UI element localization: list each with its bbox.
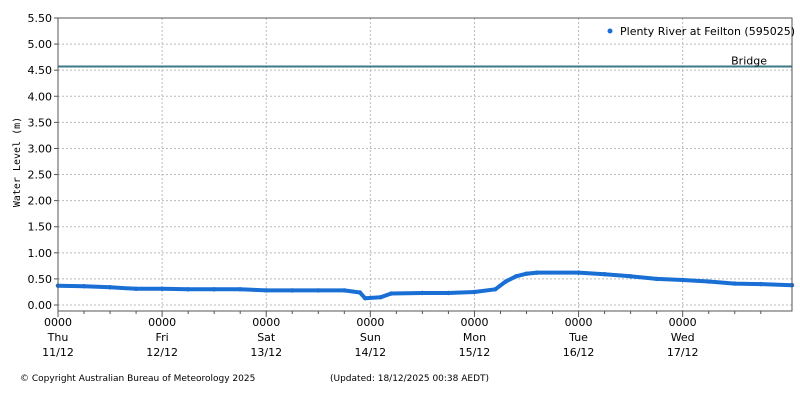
- x-axis: 0000 Thu 11/12 0000 Fri 12/12 0000 Sat 13/12 0000…: [42, 311, 762, 359]
- y-tick-label: 5.00: [28, 38, 53, 51]
- x-tick-day: Thu: [47, 331, 69, 344]
- x-tick-time: 0000: [44, 316, 72, 329]
- data-point: [446, 290, 451, 296]
- data-point: [362, 296, 368, 301]
- x-tick-day: Wed: [671, 331, 695, 344]
- y-tick-label: 4.50: [28, 64, 53, 77]
- x-tick-time: 0000: [565, 316, 593, 329]
- y-tick-label: 1.00: [28, 247, 53, 260]
- series-line: [56, 270, 794, 301]
- data-point: [185, 287, 191, 292]
- y-tick-label: 1.50: [28, 221, 53, 234]
- x-tick-day: Tue: [568, 331, 588, 344]
- x-tick-date: 14/12: [354, 346, 386, 359]
- data-point: [576, 270, 581, 275]
- data-point: [420, 290, 425, 296]
- data-point: [290, 288, 295, 293]
- y-tick-label: 5.50: [28, 12, 53, 25]
- x-tick-time: 0000: [460, 316, 488, 329]
- x-tick-date: 12/12: [146, 346, 178, 359]
- y-tick-label: 4.00: [28, 90, 53, 103]
- data-point: [357, 290, 363, 295]
- reference-lines: Bridge: [58, 55, 792, 68]
- x-tick-date: 11/12: [42, 346, 74, 359]
- x-tick-day: Fri: [156, 331, 169, 344]
- legend: Plenty River at Feilton (595025): [607, 25, 795, 38]
- grid: [58, 17, 792, 311]
- data-point: [472, 289, 477, 295]
- copyright-text: © Copyright Australian Bureau of Meteoro…: [20, 374, 256, 384]
- data-point: [732, 281, 737, 286]
- x-tick-time: 0000: [148, 316, 176, 329]
- x-tick-date: 16/12: [563, 346, 595, 359]
- data-point: [503, 279, 508, 284]
- data-point: [378, 294, 383, 300]
- data-point: [264, 288, 269, 293]
- y-tick-label: 0.00: [28, 299, 53, 312]
- x-tick-day: Sat: [257, 331, 276, 344]
- data-point: [133, 286, 139, 292]
- x-tick-time: 0000: [356, 316, 384, 329]
- data-point: [107, 285, 113, 290]
- legend-marker: [607, 28, 613, 34]
- x-tick-time: 0000: [252, 316, 280, 329]
- data-point: [680, 277, 685, 283]
- data-point: [211, 287, 217, 292]
- y-tick-label: 3.50: [28, 116, 53, 129]
- legend-label: Plenty River at Feilton (595025): [620, 25, 795, 38]
- data-point: [316, 288, 321, 293]
- x-tick-time: 0000: [669, 316, 697, 329]
- x-tick-date: 13/12: [250, 346, 282, 359]
- data-point: [628, 274, 633, 279]
- plot-frame: [57, 17, 793, 312]
- y-axis-label: Water Level (m): [12, 117, 23, 207]
- x-tick-date: 17/12: [667, 346, 699, 359]
- data-point: [388, 291, 394, 296]
- updated-timestamp: (Updated: 18/12/2025 00:38 AEDT): [330, 374, 490, 384]
- data-point: [654, 276, 659, 282]
- data-point: [342, 288, 347, 293]
- x-tick-day: Sun: [360, 331, 381, 344]
- y-tick-label: 0.50: [28, 273, 53, 286]
- x-tick-date: 15/12: [459, 346, 491, 359]
- data-point: [81, 284, 87, 289]
- data-point: [513, 274, 519, 279]
- y-tick-label: 3.00: [28, 142, 53, 155]
- data-point: [602, 272, 607, 277]
- series-layer: [55, 270, 795, 301]
- y-tick-label: 2.50: [28, 169, 53, 182]
- data-point: [534, 270, 540, 275]
- x-tick-day: Mon: [463, 331, 486, 344]
- data-point: [706, 279, 711, 284]
- data-point: [758, 281, 763, 287]
- y-tick-label: 2.00: [28, 195, 53, 208]
- data-point: [159, 286, 165, 292]
- data-point: [524, 271, 529, 276]
- data-point: [237, 287, 243, 292]
- y-axis: 0.00 0.50 1.00 1.50 2.00 2.50 3.00 3.50 4.00 4.50…: [28, 12, 58, 312]
- reference-line-label: Bridge: [731, 55, 767, 68]
- data-point: [493, 287, 498, 292]
